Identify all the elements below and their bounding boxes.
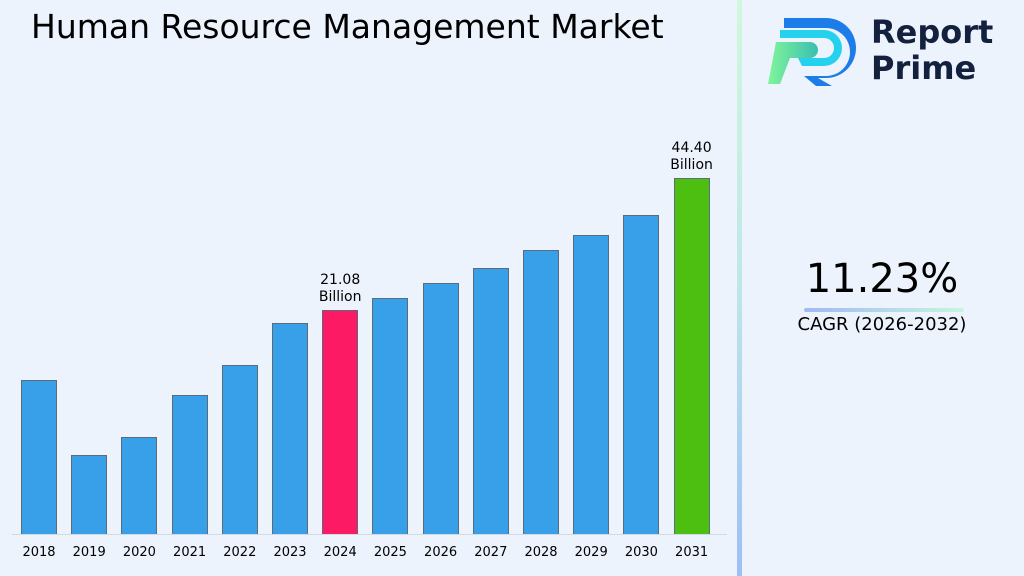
x-tick-label: 2030	[624, 545, 658, 560]
cagr-label: CAGR (2026-2032)	[797, 314, 967, 335]
chart-title: Human Resource Management Market	[31, 7, 664, 46]
bar-2019	[71, 455, 108, 534]
x-tick-label: 2020	[122, 545, 156, 560]
brand-line-2: Prime	[871, 49, 977, 87]
x-tick-label: 2018	[22, 545, 56, 560]
bar-2022	[221, 365, 258, 534]
bar-2026	[422, 283, 459, 534]
value-label-2031: 44.40 Billion	[670, 140, 713, 173]
x-axis-line	[12, 534, 727, 535]
cagr-value: 11.23%	[805, 256, 959, 302]
x-tick-label: 2019	[72, 545, 106, 560]
bar-2020	[121, 437, 158, 534]
bar-2031	[673, 178, 710, 534]
x-tick-label: 2031	[675, 545, 709, 560]
cagr-underline	[804, 308, 964, 312]
x-tick-label: 2026	[424, 545, 458, 560]
bar-2018	[21, 380, 57, 534]
bar-2027	[472, 268, 509, 534]
x-tick-label: 2029	[574, 545, 608, 560]
brand-name: Report Prime	[871, 14, 993, 86]
x-tick-label: 2027	[474, 545, 508, 560]
x-tick-label: 2028	[524, 545, 558, 560]
value-label-2024: 21.08 Billion	[318, 272, 362, 305]
report-prime-logo-icon	[768, 18, 856, 86]
x-tick-label: 2022	[223, 545, 257, 560]
x-tick-label: 2023	[273, 545, 307, 560]
x-tick-label: 2021	[173, 545, 207, 560]
bar-chart: 2018 2019 2020 2021 2022 2023 2024 21.08 Billion…	[12, 140, 727, 560]
bar-2028	[523, 250, 559, 534]
bar-2030	[623, 215, 660, 534]
bar-2021	[171, 395, 208, 534]
x-tick-label: 2025	[373, 545, 407, 560]
bar-2023	[272, 323, 308, 534]
divider	[737, 0, 742, 576]
x-tick-label: 2024	[323, 545, 357, 560]
bar-2025	[372, 298, 409, 534]
bar-2029	[573, 235, 610, 534]
bar-2024	[322, 310, 359, 534]
brand-line-1: Report	[871, 13, 994, 51]
